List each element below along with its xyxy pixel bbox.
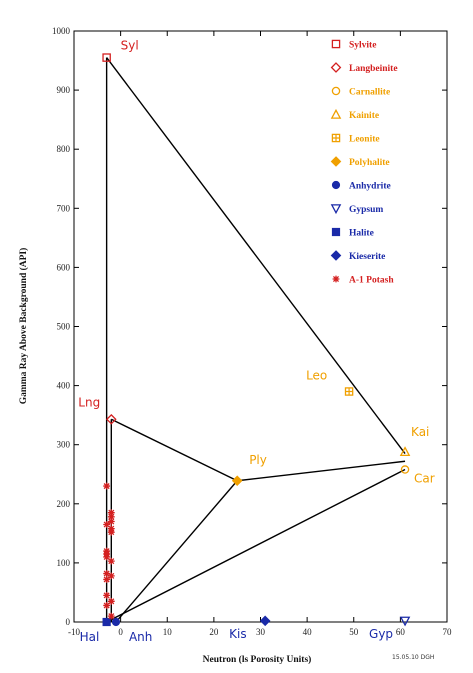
- data-point: [103, 592, 111, 599]
- x-tick-label: 40: [303, 627, 313, 637]
- data-point: [103, 602, 111, 609]
- data-point: [259, 615, 271, 627]
- tie-line: [110, 418, 238, 482]
- data-point: [399, 616, 411, 627]
- data-point: [107, 612, 115, 620]
- data-point: [107, 557, 115, 565]
- data-point: [111, 617, 121, 627]
- legend-marker: [331, 180, 341, 190]
- y-tick-label: 100: [57, 558, 71, 568]
- plot-frame: [73, 30, 448, 623]
- data-point: [105, 413, 117, 425]
- data-point: [107, 597, 115, 605]
- data-point: [103, 521, 111, 528]
- legend-marker: [330, 108, 342, 119]
- point-label: Lng: [78, 395, 100, 409]
- legend-label: Carnallite: [349, 88, 390, 98]
- x-tick-label: -10: [68, 627, 80, 637]
- legend-label: Anhydrite: [349, 182, 391, 192]
- data-point: [399, 446, 411, 457]
- data-point: [400, 465, 410, 474]
- data-point: [107, 572, 115, 580]
- legend-marker: [331, 39, 341, 49]
- y-tick-label: 800: [57, 144, 71, 154]
- data-point: [107, 509, 115, 517]
- y-tick-label: 700: [57, 203, 71, 213]
- point-label: Anh: [129, 630, 152, 644]
- footnote: 15.05.10 DGH: [392, 654, 434, 661]
- legend-marker: [331, 86, 341, 96]
- y-axis-title: Gamma Ray Above Background (API): [18, 248, 29, 405]
- legend-marker: [330, 250, 342, 261]
- y-tick-label: 900: [57, 85, 71, 95]
- point-label: Gyp: [369, 627, 393, 641]
- x-tick-label: 10: [163, 627, 173, 637]
- legend-marker: [331, 227, 341, 237]
- data-point: [231, 475, 243, 487]
- x-tick-label: 50: [349, 627, 359, 637]
- x-tick-label: 30: [256, 627, 266, 637]
- legend-label: Gypsum: [349, 205, 383, 215]
- legend-label: Langbeinite: [349, 64, 398, 74]
- legend-marker: [330, 204, 342, 215]
- y-tick-label: 400: [57, 381, 71, 391]
- legend-marker: [332, 275, 340, 283]
- y-tick-label: 200: [57, 499, 71, 509]
- legend: Sylvite Langbeinite Carnallite Kainite Leoni…: [330, 39, 398, 286]
- point-label: Car: [414, 472, 435, 486]
- x-tick-label: 20: [209, 627, 219, 637]
- point-label: Leo: [306, 369, 327, 383]
- data-point: [107, 525, 115, 533]
- y-axis-ticks: 0 100 200 300 400 500 600 700 800 900 1000: [52, 26, 447, 627]
- data-point: [103, 576, 111, 583]
- tie-line: [237, 460, 406, 482]
- legend-label: Halite: [349, 229, 374, 239]
- point-labels: Syl Lng Leo Kai Ply Car Hal Anh Kis Gyp: [78, 39, 434, 644]
- point-label: Kai: [411, 425, 429, 439]
- point-label: Ply: [249, 453, 267, 467]
- x-tick-label: 0: [118, 627, 123, 637]
- data-point: [103, 482, 111, 490]
- x-tick-label: 70: [443, 627, 453, 637]
- data-point: [107, 513, 115, 521]
- legend-label: Kainite: [349, 111, 379, 121]
- y-tick-label: 600: [57, 262, 71, 272]
- data-points: [102, 53, 411, 627]
- legend-label: Polyhalite: [349, 158, 390, 168]
- x-axis-title: Neutron (ls Porosity Units): [203, 654, 312, 665]
- data-point: [103, 570, 111, 577]
- y-tick-label: 500: [57, 322, 71, 332]
- legend-label: Leonite: [349, 135, 380, 145]
- legend-marker: [330, 62, 342, 73]
- y-tick-label: 0: [66, 617, 71, 627]
- point-label: Kis: [229, 627, 246, 641]
- y-tick-label: 300: [57, 440, 71, 450]
- data-point: [102, 617, 111, 627]
- tie-lines: [105, 57, 406, 623]
- data-point: [103, 553, 111, 561]
- point-label: Syl: [121, 39, 139, 53]
- y-tick-label: 1000: [52, 26, 71, 36]
- point-label: Hal: [80, 630, 100, 644]
- data-point: [102, 53, 111, 62]
- legend-marker: [330, 156, 342, 167]
- data-point: [344, 387, 354, 396]
- tie-line: [106, 468, 406, 623]
- legend-label: Kieserite: [349, 252, 385, 262]
- x-axis-ticks: -10 0 10 20 30 40 50 60 70: [68, 31, 452, 637]
- x-tick-label: 60: [396, 627, 406, 637]
- legend-label: Sylvite: [349, 41, 376, 51]
- tie-line: [106, 57, 406, 454]
- tie-line: [115, 480, 238, 623]
- legend-label: A-1 Potash: [349, 276, 394, 286]
- data-point: [107, 528, 115, 536]
- data-point: [107, 518, 115, 525]
- legend-marker: [331, 133, 341, 143]
